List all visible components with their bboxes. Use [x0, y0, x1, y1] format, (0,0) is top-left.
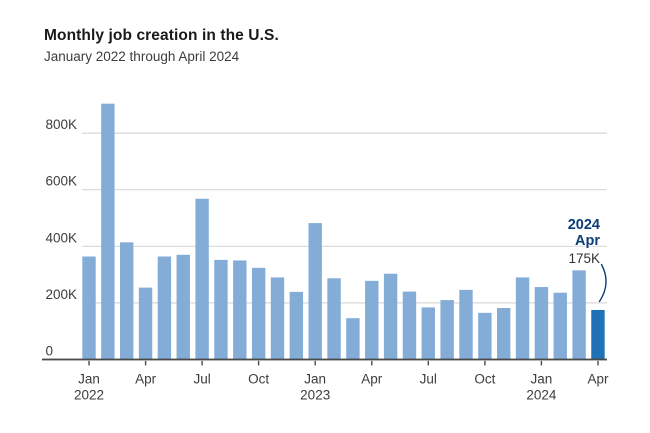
bar-jun-2022[interactable]	[176, 254, 190, 360]
x-axis-label: Oct	[474, 372, 495, 387]
y-axis-label: 800K	[46, 117, 78, 132]
x-axis-label: Jul	[420, 372, 437, 387]
bar-jul-2022[interactable]	[195, 198, 209, 360]
bar-may-2022[interactable]	[157, 256, 172, 360]
bar-dec-2022[interactable]	[289, 291, 304, 360]
x-axis-label: Oct	[248, 372, 269, 387]
x-axis-label: Apr	[361, 372, 383, 387]
highlight-annotation: 2024 Apr 175K	[567, 217, 600, 267]
bar-mar-2023[interactable]	[346, 318, 360, 360]
chart-title: Monthly job creation in the U.S.	[44, 27, 279, 44]
bar-mar-2022[interactable]	[120, 242, 134, 360]
bar-feb-2024[interactable]	[553, 292, 567, 360]
x-axis-year-label: 2024	[526, 388, 557, 403]
chart-subtitle: January 2022 through April 2024	[44, 49, 240, 64]
annotation-month: Apr	[575, 232, 600, 249]
annotation-connector	[598, 263, 607, 303]
y-axis-label: 400K	[46, 230, 78, 245]
bar-jan-2023[interactable]	[308, 223, 322, 360]
x-axis-label: Apr	[587, 372, 609, 387]
bar-apr-2024[interactable]	[591, 309, 605, 360]
bar-apr-2022[interactable]	[138, 287, 153, 360]
bar-sep-2023[interactable]	[459, 289, 473, 360]
x-axis-label: Jan	[78, 372, 100, 387]
x-axis-year-label: 2023	[300, 388, 330, 403]
bar-jan-2022[interactable]	[82, 256, 96, 360]
annotation-year: 2024	[567, 217, 600, 233]
bar-feb-2023[interactable]	[327, 278, 341, 360]
bar-oct-2023[interactable]	[478, 312, 492, 360]
bar-jan-2024[interactable]	[534, 287, 549, 360]
bar-feb-2022[interactable]	[101, 103, 115, 361]
bar-sep-2022[interactable]	[233, 260, 247, 360]
x-axis-label: Jan	[304, 372, 326, 387]
bar-dec-2023[interactable]	[515, 277, 530, 360]
bar-jun-2023[interactable]	[402, 291, 417, 360]
bar-aug-2022[interactable]	[214, 259, 228, 360]
bar-oct-2022[interactable]	[251, 267, 266, 360]
bar-nov-2023[interactable]	[497, 307, 511, 360]
y-axis-label: 200K	[46, 287, 78, 302]
bar-jul-2023[interactable]	[421, 307, 435, 360]
bar-mar-2024[interactable]	[572, 270, 586, 360]
x-axis-label: Jan	[531, 372, 553, 387]
bar-aug-2023[interactable]	[440, 300, 454, 360]
x-axis-line	[42, 358, 607, 361]
x-axis-label: Apr	[135, 372, 157, 387]
x-axis-year-label: 2022	[74, 388, 104, 403]
bar-may-2023[interactable]	[383, 273, 398, 360]
y-axis-label: 0	[46, 344, 54, 359]
x-axis-label: Jul	[193, 372, 210, 387]
annotation-value: 175K	[568, 251, 600, 266]
y-axis-label: 600K	[46, 174, 78, 189]
bar-nov-2022[interactable]	[270, 277, 285, 360]
bar-apr-2023[interactable]	[365, 280, 379, 360]
